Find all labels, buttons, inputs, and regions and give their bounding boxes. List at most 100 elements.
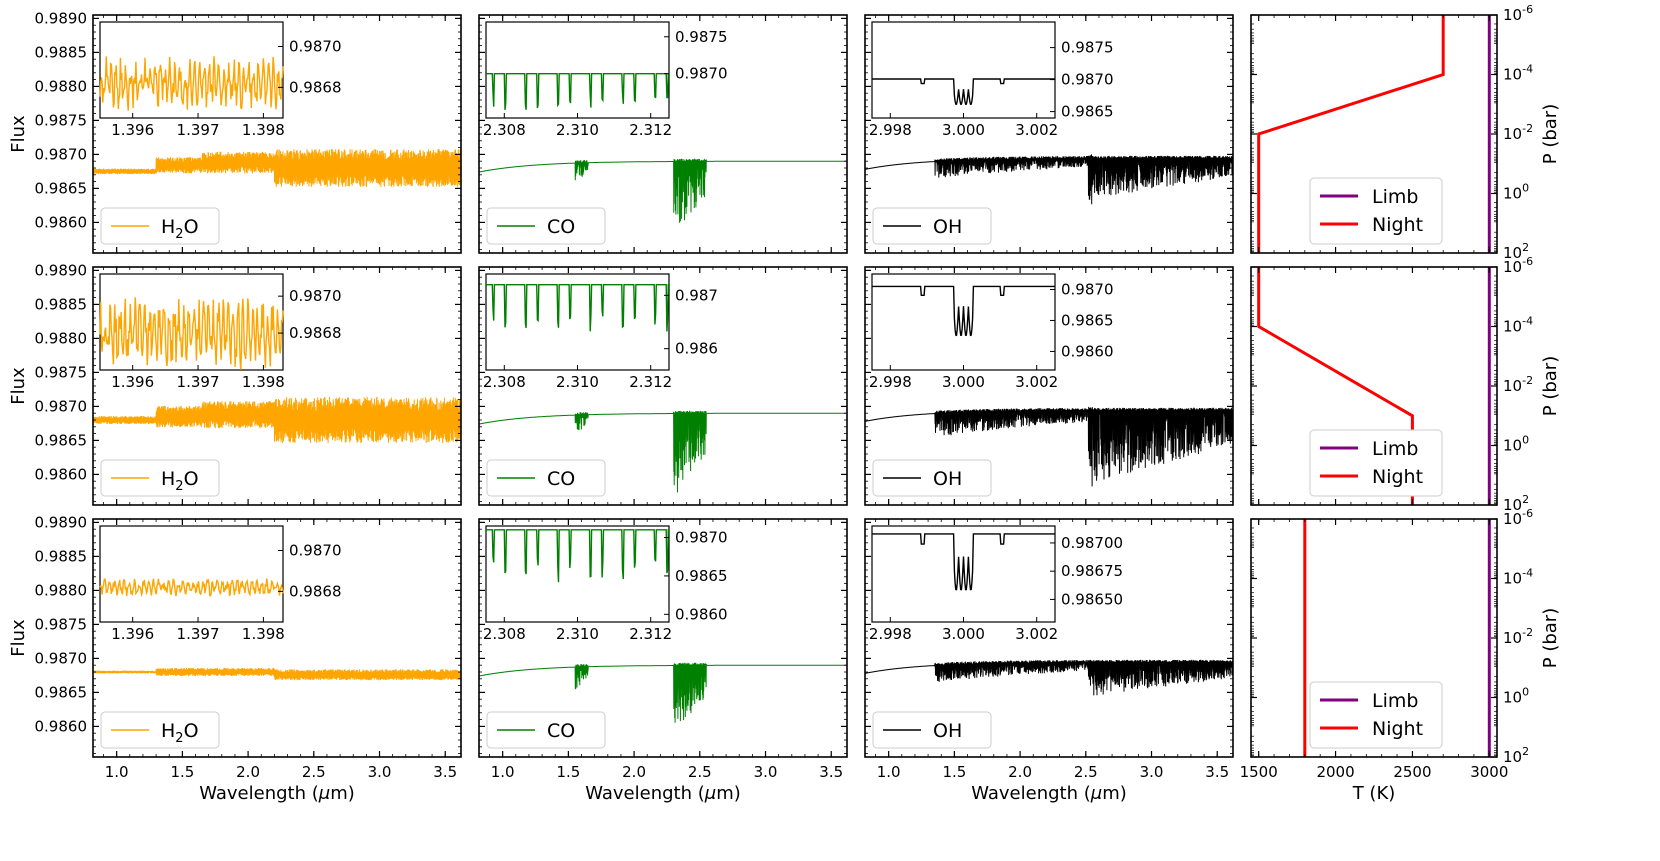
spectrum-line-h2o	[93, 396, 461, 444]
p-tick-label: 10-2	[1503, 374, 1533, 395]
legend-box	[486, 711, 606, 749]
x-label-unit: m)	[330, 783, 355, 804]
y-tick-label: 0.9860	[35, 213, 88, 231]
panel-h2o-row3: 0.9860 0.9865 0.9870 0.9875 0.9880 0.9885 0.98…	[35, 513, 462, 804]
legend-label: H2O	[161, 216, 199, 242]
inset-y-tick-label: 0.98650	[1061, 590, 1123, 608]
inset-x-tick-label: 3.002	[1015, 625, 1058, 643]
p-tick-exponent: -2	[1522, 374, 1533, 387]
legend-co: CO	[486, 207, 606, 245]
p-tick-base: 10	[1503, 244, 1522, 262]
inset-x-tick-label: 2.308	[483, 625, 526, 643]
p-tick-base: 10	[1503, 258, 1522, 276]
spectrum-line-h2o	[93, 148, 461, 188]
inset-y-tick-label: 0.98700	[1061, 534, 1123, 552]
legend-box	[100, 459, 220, 497]
inset-x-tick-label: 2.312	[629, 625, 672, 643]
p-tick-base: 10	[1503, 437, 1522, 455]
legend-box	[100, 207, 220, 245]
inset-y-tick-label: 0.987	[675, 286, 718, 304]
y-tick-label: 0.9890	[35, 9, 88, 27]
legend-label-night: Night	[1372, 214, 1423, 236]
p-tick-exponent: -2	[1522, 626, 1533, 639]
y-tick-label: 0.9885	[35, 547, 88, 565]
inset-x-tick-label: 1.398	[242, 625, 285, 643]
p-tick-base: 10	[1503, 689, 1522, 707]
inset-x-tick-label: 3.000	[942, 373, 985, 391]
inset-x-tick-label: 3.000	[942, 121, 985, 139]
inset-y-tick-label: 0.9865	[675, 567, 728, 585]
inset-y-tick-label: 0.9868	[289, 78, 342, 96]
legend-label-limb: Limb	[1372, 690, 1418, 712]
y-axis-label-pressure: P (bar)	[1540, 356, 1561, 416]
x-label-text: Wavelength (	[971, 783, 1091, 804]
inset-y-tick-label: 0.9868	[289, 324, 342, 342]
inset-x-tick-label: 1.398	[242, 121, 285, 139]
p-tick-exponent: -4	[1522, 567, 1533, 580]
p-tick-label: 10-4	[1503, 63, 1533, 84]
inset-y-tick-label: 0.9870	[289, 542, 342, 560]
x-tick-label: 3.0	[754, 763, 778, 781]
y-axis-label-flux: Flux	[8, 367, 29, 405]
p-tick-base: 10	[1503, 496, 1522, 514]
y-axis-label-flux: Flux	[8, 115, 29, 153]
legend-label-o: O	[184, 216, 199, 238]
x-label-mu: μ	[318, 783, 330, 804]
legend-label-limb: Limb	[1372, 438, 1418, 460]
legend-co: CO	[486, 711, 606, 749]
legend-co: CO	[486, 459, 606, 497]
inset-line	[99, 56, 284, 111]
panel-h2o-row1: 0.9860 0.9865 0.9870 0.9875 0.9880 0.9885 0.98…	[35, 9, 462, 254]
legend-label-sub: 2	[175, 227, 183, 242]
legend-label-h: H	[161, 216, 175, 238]
y-axis-label-pressure: P (bar)	[1540, 608, 1561, 668]
legend-oh: OH	[872, 711, 992, 749]
legend-h2o: H2O	[100, 459, 220, 497]
inset-y-tick-label: 0.9870	[675, 529, 728, 547]
p-tick-label: 10-6	[1503, 255, 1533, 276]
legend-label: H2O	[161, 468, 199, 494]
legend-label-o: O	[184, 720, 199, 742]
y-tick-label: 0.9880	[35, 581, 88, 599]
y-tick-label: 0.9880	[35, 77, 88, 95]
legend-label-limb: Limb	[1372, 186, 1418, 208]
p-tick-label: 10-2	[1503, 626, 1533, 647]
p-tick-label: 10-4	[1503, 315, 1533, 336]
legend-label-sub: 2	[175, 731, 183, 746]
inset-y-tick-label: 0.9865	[1061, 311, 1114, 329]
p-tick-exponent: -6	[1522, 3, 1533, 16]
p-tick-base: 10	[1503, 748, 1522, 766]
spectrum-line-oh	[865, 659, 1233, 696]
spectrum-line-oh	[865, 406, 1233, 487]
tp-line-night	[1257, 15, 1445, 253]
panel-oh-row3: 1.0 1.5 2.0 2.5 3.0 3.5 Wavelength (μm) OH 2.998…	[864, 518, 1234, 804]
panel-co-row3: 1.0 1.5 2.0 2.5 3.0 3.5 Wavelength (μm) CO 2.308…	[478, 518, 848, 804]
spectrum-line-co	[479, 662, 847, 723]
x-axis-label-wavelength: Wavelength (μm)	[971, 783, 1127, 804]
p-tick-label: 102	[1503, 745, 1529, 766]
x-tick-label: 2.0	[1008, 763, 1032, 781]
inset-line	[486, 284, 669, 332]
x-tick-label: 1.5	[942, 763, 966, 781]
legend-label-h: H	[161, 468, 175, 490]
inset-h2o: 1.396 1.397 1.398 0.9868 0.9870	[99, 273, 342, 391]
inset-x-tick-label: 2.310	[556, 121, 599, 139]
x-tick-label: 2000	[1316, 763, 1354, 781]
legend-box	[100, 711, 220, 749]
p-tick-exponent: -4	[1522, 63, 1533, 76]
inset-frame	[871, 21, 1056, 119]
p-tick-exponent: 0	[1522, 182, 1529, 195]
inset-x-tick-label: 1.397	[177, 373, 220, 391]
p-tick-label: 100	[1503, 182, 1529, 203]
legend-box	[872, 207, 992, 245]
y-tick-label: 0.9890	[35, 513, 88, 531]
inset-y-tick-label: 0.9860	[1061, 342, 1114, 360]
inset-x-tick-label: 1.397	[177, 625, 220, 643]
p-tick-label: 10-6	[1503, 507, 1533, 528]
